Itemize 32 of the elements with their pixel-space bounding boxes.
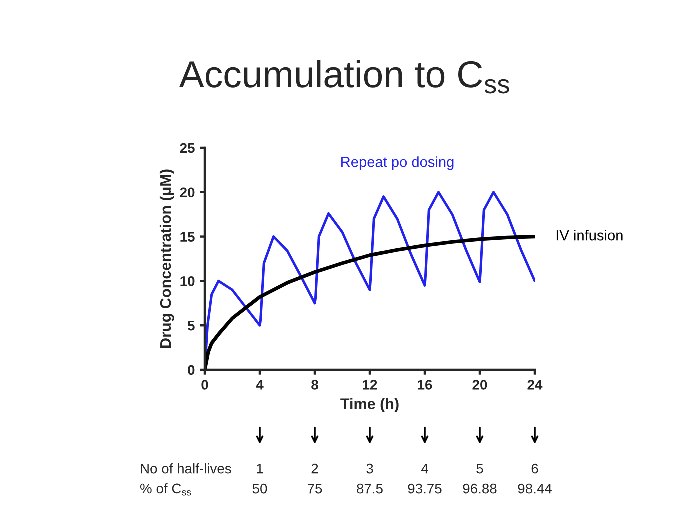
series-label: IV infusion [556,230,623,241]
x-tick-label: 12 [363,380,378,390]
x-tick-label: 20 [472,380,488,390]
text: 98.44 [518,484,552,494]
text: 93.75 [408,484,442,494]
text: No of half-lives [141,464,232,474]
y-tick-label: 0 [188,365,195,376]
x-tick-label: 4 [256,380,264,390]
x-tick-label: 8 [312,380,318,390]
y-axis-title: Drug Concentration (μM) [160,170,174,348]
y-tick-label: 25 [180,143,195,154]
y-tick-label: 20 [180,188,195,198]
series-label: Repeat po dosing [342,156,454,170]
text: 1 [257,464,264,474]
text: 87.5 [357,484,383,494]
x-axis-title: Time (h) [340,398,399,412]
text: 3 [366,464,374,474]
text: 6 [532,464,538,474]
text: 4 [421,464,428,474]
text: 2 [312,464,318,474]
text: 96.88 [463,484,497,494]
y-tick-label: 5 [188,321,195,331]
x-tick-label: 0 [202,380,208,390]
text: % of C$_{ss}$ [140,483,192,496]
x-tick-label: 24 [528,380,543,390]
text: 50 [252,484,268,494]
chart-title: Accumulation to C$_{ss}$ [179,60,510,94]
y-tick-label: 10 [180,276,195,286]
x-tick-label: 16 [418,380,432,390]
text: 5 [476,464,484,474]
y-tick-label: 15 [180,232,195,242]
text: 75 [308,484,322,494]
